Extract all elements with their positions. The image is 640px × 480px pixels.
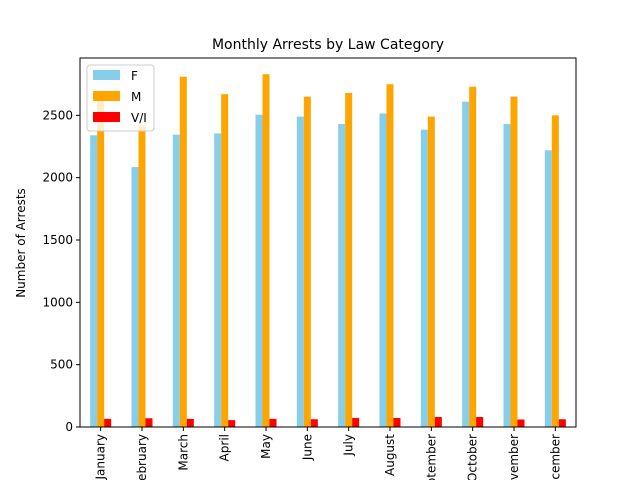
bar-vi-august	[393, 418, 401, 427]
legend-label-m: M	[131, 90, 141, 104]
bar-vi-march	[186, 418, 194, 427]
legend-swatch-vi	[93, 112, 120, 122]
bar-m-april	[221, 94, 229, 428]
legend: FM V/I	[86, 64, 155, 132]
bar-f-july	[338, 124, 346, 427]
y-ticks-group: 0 500 1000 1500 2000 2500	[42, 108, 80, 434]
y-tick-label: 0	[65, 420, 73, 434]
bar-f-march	[172, 134, 180, 428]
bar-vi-april	[228, 420, 236, 427]
bar-f-november	[503, 124, 511, 427]
bar-m-october	[469, 86, 477, 428]
bar-f-october	[462, 101, 470, 427]
bar-m-november	[510, 96, 518, 428]
bar-vi-september	[434, 417, 442, 427]
legend-label-f: F	[131, 69, 138, 83]
bar-f-april	[214, 133, 222, 428]
bars-group	[90, 74, 566, 428]
x-tick-label-june: June	[300, 434, 314, 461]
bar-m-march	[179, 76, 187, 427]
bar-m-july	[345, 92, 353, 427]
x-tick-label-january: January	[94, 434, 108, 480]
x-tick-label-march: March	[176, 434, 190, 471]
bar-f-january	[90, 135, 98, 428]
bar-vi-july	[352, 418, 360, 427]
x-tick-label-july: July	[342, 434, 356, 457]
bar-m-january	[97, 96, 105, 428]
x-tick-label-august: August	[383, 434, 397, 476]
y-axis-label: Number of Arrests	[14, 188, 28, 298]
x-tick-label-november: November	[507, 434, 521, 480]
bar-vi-october	[476, 417, 484, 427]
legend-swatch-f	[93, 70, 120, 80]
x-ticks-group: January February March April May June July Augu…	[94, 427, 562, 480]
chart-title: Monthly Arrests by Law Category	[212, 37, 444, 53]
bar-vi-february	[145, 418, 153, 427]
bar-vi-june	[310, 419, 318, 427]
legend-swatch-m	[93, 91, 120, 101]
x-tick-label-february: February	[135, 434, 149, 480]
legend-label-vi: V/I	[131, 111, 147, 125]
x-tick-label-may: May	[259, 434, 273, 459]
x-tick-label-october: October	[466, 434, 480, 480]
x-tick-label-september: September	[424, 434, 438, 480]
bar-m-august	[386, 84, 394, 428]
bar-f-august	[379, 113, 387, 427]
bar-m-may	[262, 74, 270, 428]
bar-vi-january	[104, 418, 112, 427]
bar-f-june	[296, 116, 304, 427]
x-tick-label-april: April	[218, 434, 232, 461]
bar-f-december	[544, 150, 552, 427]
x-tick-label-december: December	[548, 434, 562, 480]
bar-m-september	[427, 116, 435, 427]
bar-vi-november	[517, 419, 525, 427]
bar-f-may	[255, 114, 263, 427]
bar-vi-may	[269, 418, 277, 427]
y-tick-label: 2000	[42, 171, 73, 185]
bar-m-february	[138, 125, 146, 427]
y-tick-label: 2500	[42, 108, 73, 122]
bar-f-february	[131, 167, 139, 427]
bar-m-june	[303, 96, 311, 428]
bar-vi-december	[558, 419, 566, 427]
bar-f-september	[420, 129, 428, 427]
y-tick-label: 1500	[42, 233, 73, 247]
y-tick-label: 500	[50, 358, 73, 372]
y-tick-label: 1000	[42, 295, 73, 309]
bar-m-december	[551, 115, 559, 427]
plot-frame	[79, 57, 577, 428]
